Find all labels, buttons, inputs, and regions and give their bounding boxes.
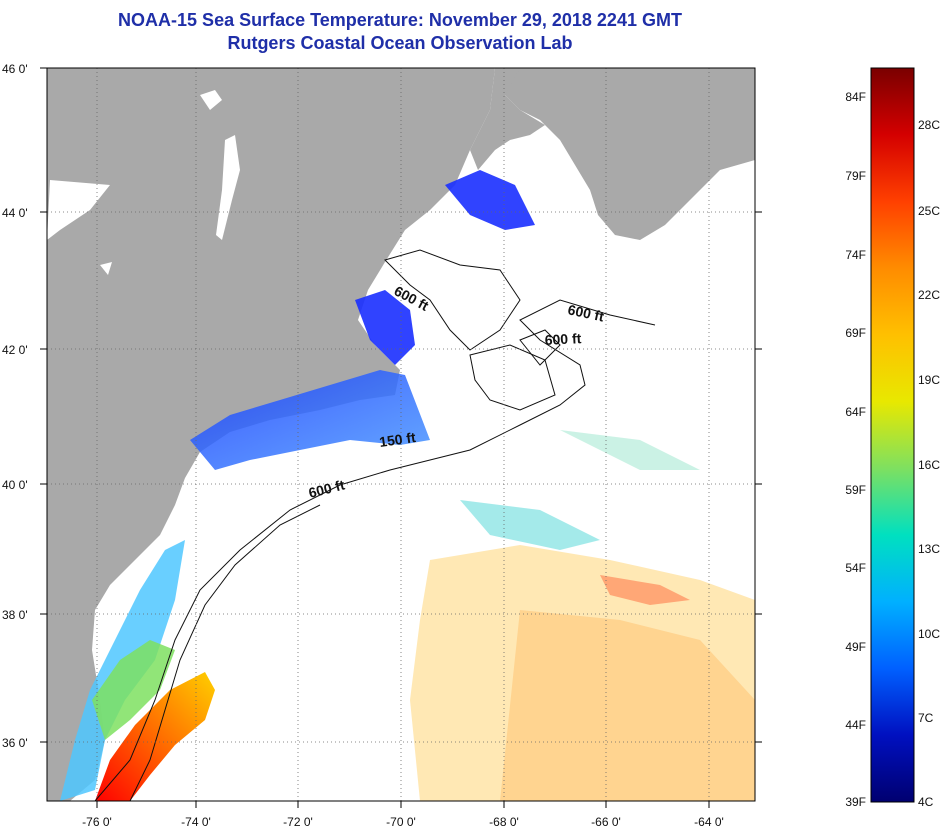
lon-label-76: -76 0' bbox=[82, 815, 112, 829]
lat-label-44: 44 0' bbox=[2, 206, 28, 220]
colorbar-f-label-59: 59F bbox=[845, 483, 866, 497]
massachusetts-bay-water bbox=[355, 290, 415, 365]
colorbar-c-label-22: 22C bbox=[918, 288, 940, 302]
colorbar-f-label-44: 44F bbox=[845, 718, 866, 732]
colorbar-c-label-16: 16C bbox=[918, 458, 940, 472]
shelf-mid-water bbox=[92, 640, 175, 740]
colorbar-f-label-84: 84F bbox=[845, 90, 866, 104]
colorbar-c-label-19: 19C bbox=[918, 373, 940, 387]
colorbar-c-label-28: 28C bbox=[918, 118, 940, 132]
600ft-shelf-break bbox=[94, 299, 656, 801]
offshore-warm-patches bbox=[410, 430, 755, 801]
colorbar-c-label-7: 7C bbox=[918, 711, 934, 725]
lat-label-42: 42 0' bbox=[2, 343, 28, 357]
colorbar bbox=[870, 67, 915, 803]
axis-ticks bbox=[40, 67, 762, 808]
colorbar-c-label-4: 4C bbox=[918, 795, 934, 809]
us-mainland-land bbox=[47, 68, 495, 801]
lat-label-46: 46 0' bbox=[2, 62, 28, 76]
colorbar-c-label-10: 10C bbox=[918, 627, 940, 641]
lon-label-74: -74 0' bbox=[181, 815, 211, 829]
lat-label-36: 36 0' bbox=[2, 736, 28, 750]
colorbar-f-label-69: 69F bbox=[845, 326, 866, 340]
new-brunswick-land bbox=[470, 68, 545, 170]
bay-of-fundy-water bbox=[445, 170, 535, 230]
colorbar-f-label-74: 74F bbox=[845, 248, 866, 262]
lon-label-70: -70 0' bbox=[386, 815, 416, 829]
map-title: NOAA-15 Sea Surface Temperature: Novembe… bbox=[118, 10, 682, 30]
colorbar-f-label-79: 79F bbox=[845, 169, 866, 183]
contour-label-600ft-c: 600 ft bbox=[544, 330, 582, 348]
lon-label-72: -72 0' bbox=[283, 815, 313, 829]
lake-shape bbox=[200, 90, 222, 110]
map-plot: 600 ft 600 ft 600 ft 150 ft 600 ft bbox=[47, 68, 755, 801]
georges-bank-contour bbox=[469, 344, 556, 411]
lake-shape-2 bbox=[100, 262, 112, 275]
southern-new-england-shelf-water bbox=[190, 370, 430, 470]
colorbar-f-label-64: 64F bbox=[845, 405, 866, 419]
georges-inner-contour bbox=[519, 329, 561, 366]
lon-label-66: -66 0' bbox=[591, 815, 621, 829]
colorbar-f-label-49: 49F bbox=[845, 640, 866, 654]
colorbar-c-label-25: 25C bbox=[918, 204, 940, 218]
bathymetry-contours bbox=[94, 249, 656, 801]
lake-ontario bbox=[47, 180, 110, 240]
nova-scotia-land bbox=[500, 68, 755, 240]
colorbar-f-label-39: 39F bbox=[845, 795, 866, 809]
warm-water-region bbox=[95, 672, 215, 801]
contour-label-150ft: 150 ft bbox=[378, 429, 417, 450]
inner-contour bbox=[129, 504, 321, 801]
lon-label-68: -68 0' bbox=[489, 815, 519, 829]
gulf-of-maine-contour bbox=[384, 249, 521, 351]
map-subtitle: Rutgers Coastal Ocean Observation Lab bbox=[227, 33, 573, 53]
lake-champlain bbox=[216, 135, 240, 240]
colorbar-c-label-13: 13C bbox=[918, 542, 940, 556]
colorbar-f-label-54: 54F bbox=[845, 561, 866, 575]
contour-label-600ft-b: 600 ft bbox=[566, 301, 605, 324]
lat-label-40: 40 0' bbox=[2, 478, 28, 492]
lon-label-64: -64 0' bbox=[694, 815, 724, 829]
lat-label-38: 38 0' bbox=[2, 608, 28, 622]
